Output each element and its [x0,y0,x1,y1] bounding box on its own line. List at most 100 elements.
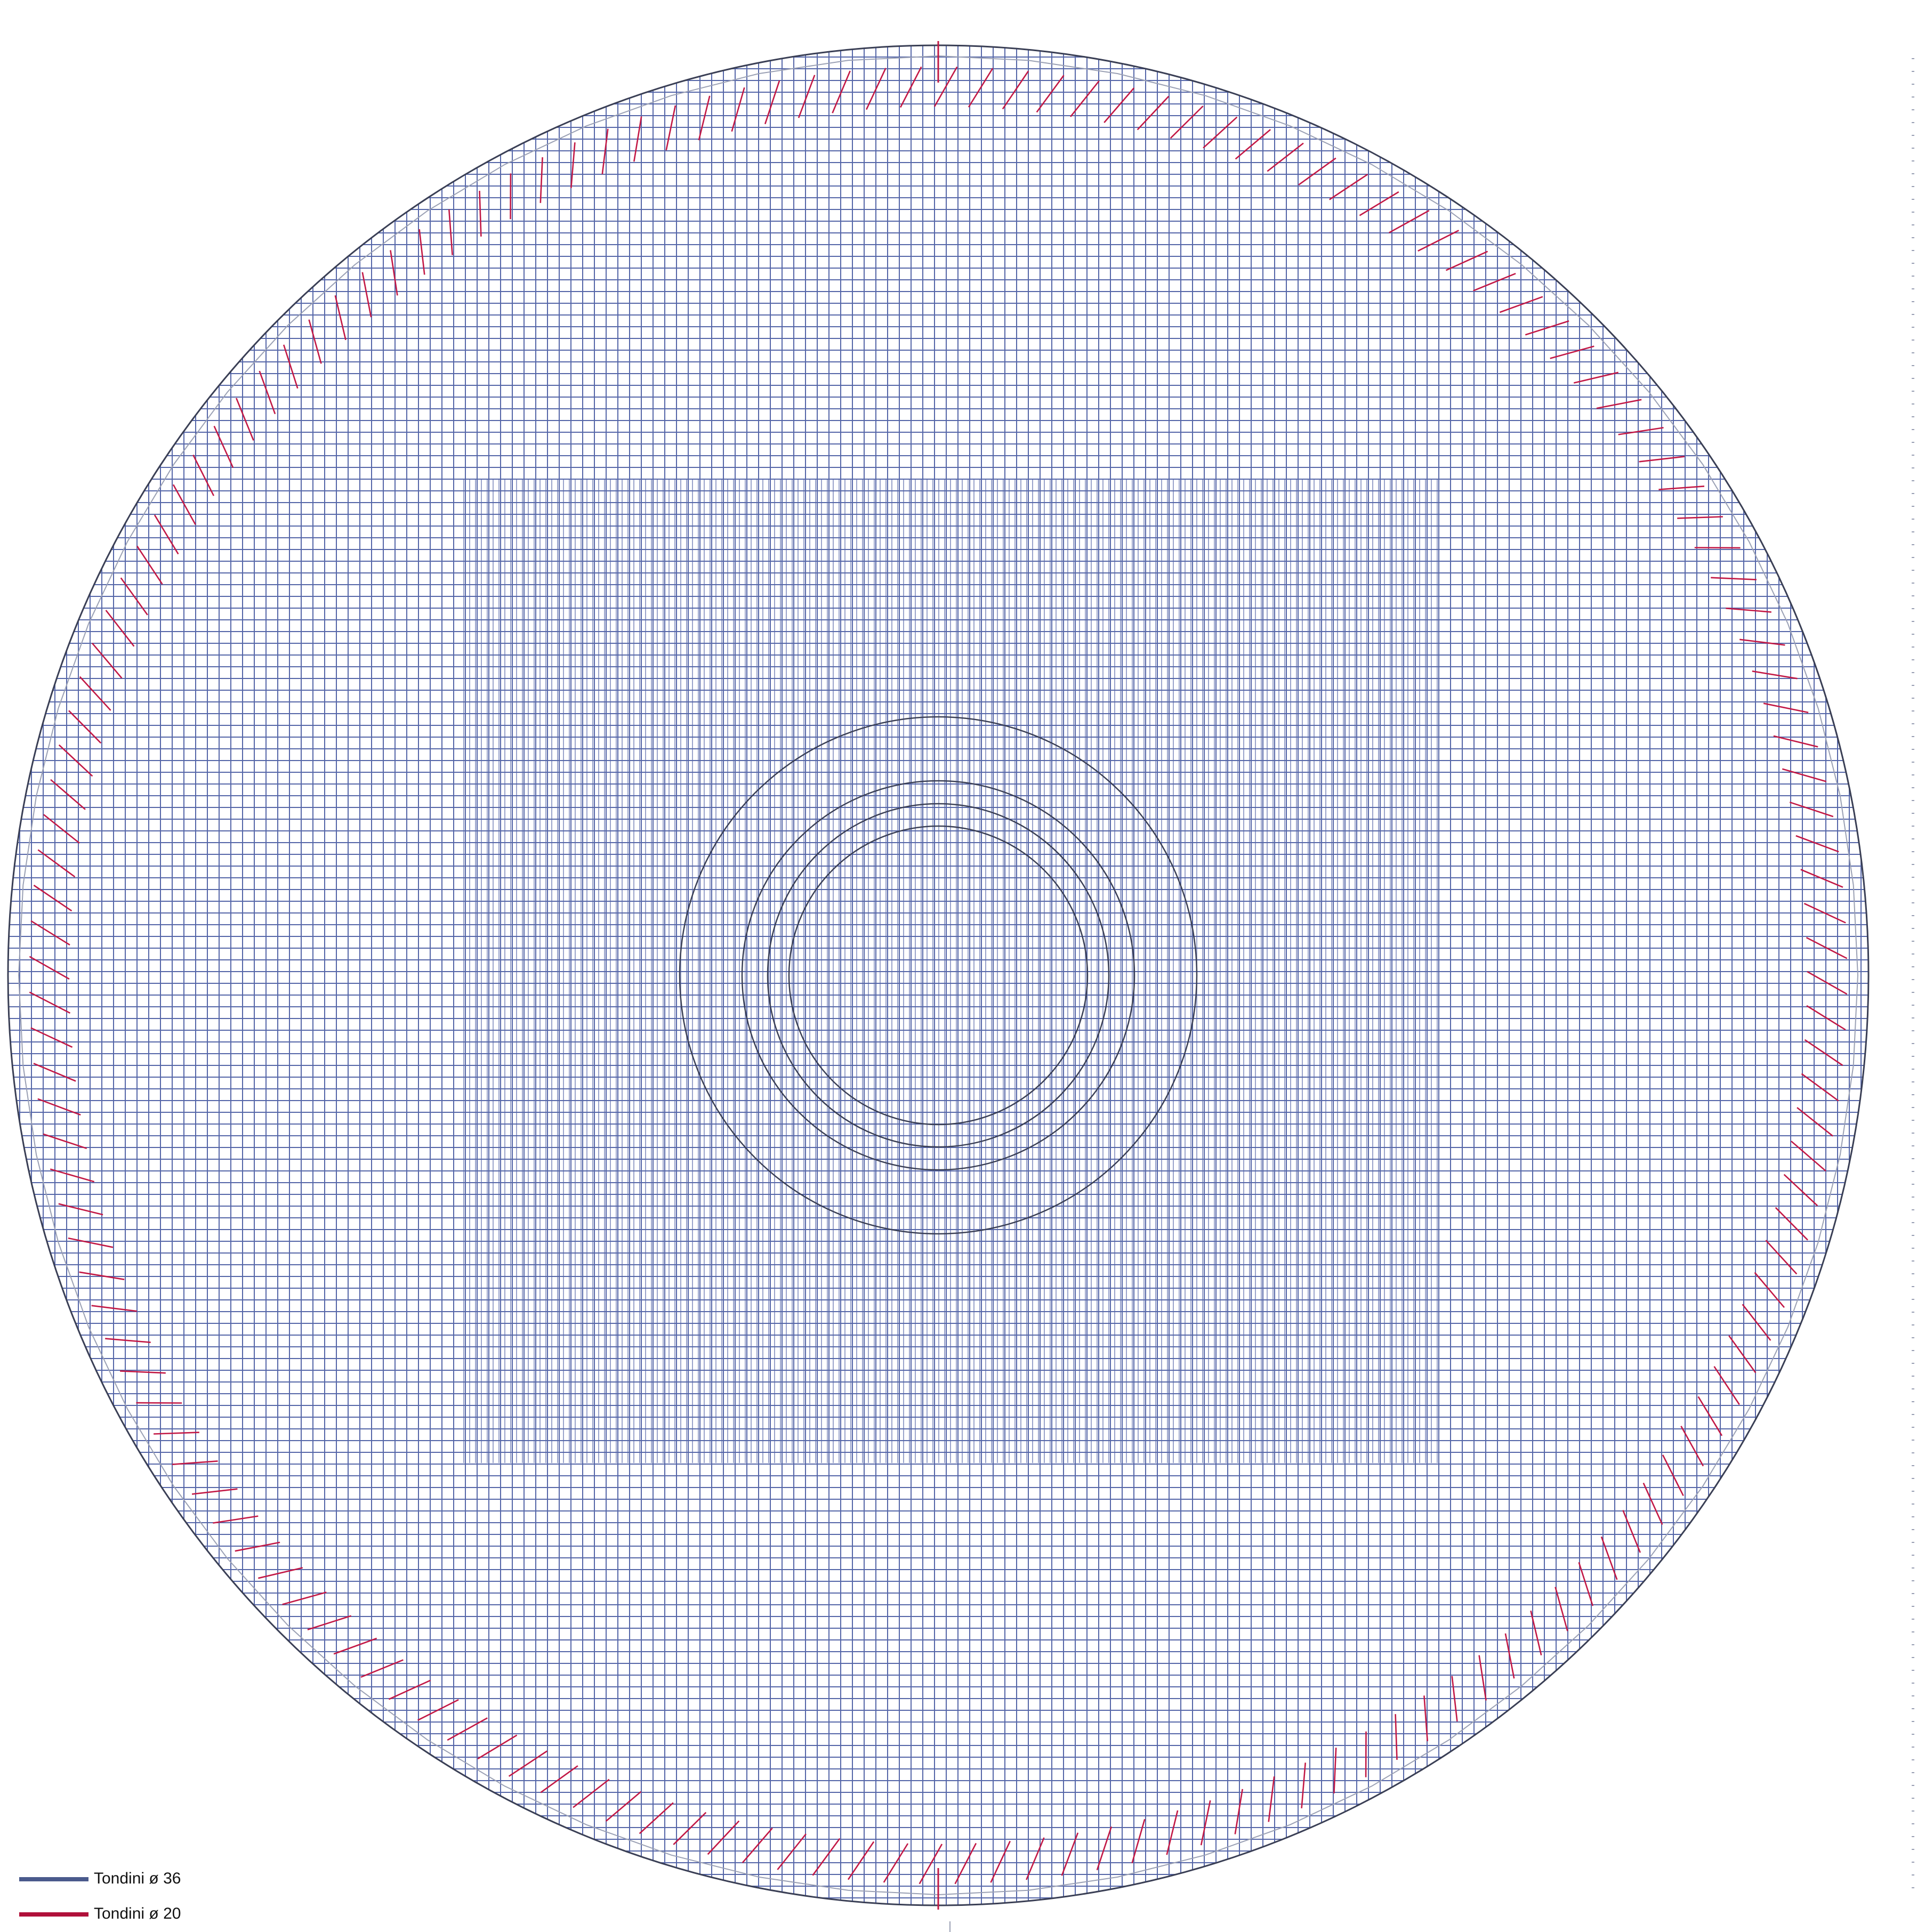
radial-bar [92,642,123,679]
radial-bar [282,1591,327,1605]
radial-bar [1389,209,1430,233]
radial-bar [1301,1763,1306,1808]
radial-bar [1234,1789,1243,1834]
radial-bar [1713,1366,1740,1405]
radial-bar [919,1844,943,1885]
central-extra-vertical-bars [463,480,1438,1463]
radial-bar [235,1541,280,1552]
radial-bar [1618,427,1664,435]
radial-bar [570,142,576,188]
radial-bar [1530,1610,1542,1655]
radial-bar [639,1802,674,1834]
radial-bar [601,128,609,174]
radial-bar [1803,903,1846,924]
radial-bar [120,1370,166,1374]
legend-label-d36: Tondini ø 36 [94,1870,181,1887]
radial-bar [259,370,276,415]
central-ring-2 [741,780,1135,1171]
radial-bar [1166,1810,1179,1855]
outline-rings [7,44,1870,1906]
radial-bar [1359,191,1399,216]
radial-bar [1639,456,1685,463]
radial-bar [1451,1676,1458,1722]
radial-bar [968,68,994,108]
margin-tick-marks [1912,58,1914,1888]
radial-bar [1782,768,1827,782]
radial-bar [847,1841,875,1880]
radial-bar [360,1659,404,1678]
radial-bar [1726,608,1771,613]
radial-bar [1036,75,1065,113]
radial-bar [1600,1536,1618,1580]
radial-bar [192,455,215,496]
radial-bar [1499,296,1543,313]
radial-bar [1791,1141,1826,1172]
central-ring-inner [788,825,1089,1126]
radial-bar [50,779,86,810]
radial-bar [1333,1748,1337,1793]
radial-bar [213,425,234,468]
radial-bar [68,710,102,744]
radial-bar [213,1515,259,1524]
radial-bar [58,744,93,777]
radial-bar [933,66,958,107]
radial-bar [990,1840,1011,1883]
radial-bar [1268,1776,1275,1822]
radial-bar [1596,399,1642,409]
radial-bar [120,577,148,616]
radial-bar [33,884,73,912]
radial-bar [1504,1633,1515,1679]
radial-bar [707,1820,740,1855]
radial-bar [154,1432,199,1435]
radial-bar [105,1338,151,1343]
radial-bar [1423,1695,1428,1742]
radial-bar [447,1717,488,1741]
radial-bar [1578,1562,1594,1606]
radial-bar [665,105,676,151]
radial-bar [1445,250,1488,271]
radial-bar [91,1305,137,1312]
radial-bar [58,1203,103,1216]
radial-bar [477,1734,518,1760]
radial-bar [390,250,398,296]
radial-bar [30,1027,73,1048]
outer-boundary-circle [7,44,1870,1906]
radial-bar [1478,1655,1487,1701]
radial-bar [777,1833,807,1870]
radial-bar [539,157,543,203]
radial-bar [1170,106,1204,139]
right-margin-ticks [1912,58,1914,1888]
radial-bar [764,80,780,125]
radial-bar [1104,87,1135,123]
radial-bar [742,1828,773,1863]
legend-swatch-d20 [19,1912,88,1917]
radial-bar [50,1168,95,1183]
radial-bar [29,956,70,980]
radial-bar [283,344,299,389]
radial-bar [1298,157,1336,185]
radial-bar [361,272,372,318]
radial-bar [673,1812,707,1845]
radial-bar [1804,1039,1843,1066]
central-ring-3 [767,803,1110,1148]
radial-bars-d20 [29,41,1848,1932]
radial-bar [1658,486,1705,490]
radial-bar [1806,936,1848,959]
radial-bar [605,1791,642,1822]
radial-bar [479,191,482,237]
radial-bar [1061,1832,1079,1876]
radial-bar [1622,1510,1641,1553]
central-dense-bars [463,480,1438,1463]
radial-bar [1417,230,1459,252]
radial-bar [1807,971,1848,995]
radial-bar [388,1679,431,1700]
radial-bar [172,484,196,525]
legend-label-d20: Tondini ø 20 [94,1905,181,1922]
radial-bar [866,68,887,110]
radial-bar [68,1237,114,1248]
radial-bar [1800,869,1843,888]
radial-bar [1070,80,1100,117]
radial-bar [540,1765,578,1793]
radial-bar [308,319,322,364]
